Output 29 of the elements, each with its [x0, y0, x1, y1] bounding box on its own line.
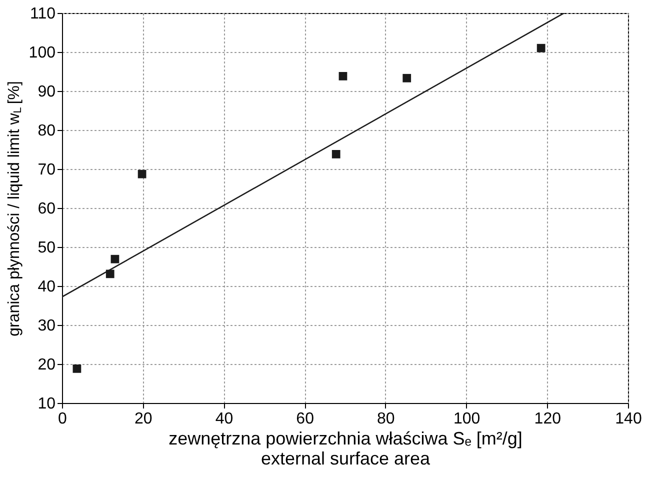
- point: [332, 150, 340, 158]
- y-tick-label: 40: [38, 278, 56, 296]
- point: [338, 72, 348, 80]
- point: [110, 254, 120, 264]
- y-tick-label: 110: [30, 6, 56, 22]
- point: [402, 74, 412, 82]
- x-tick-label: 140: [615, 410, 642, 428]
- y-tick-label: 100: [28, 44, 56, 62]
- x-tick-label: 20: [134, 410, 152, 428]
- y-tick-label: 30: [38, 318, 56, 334]
- y-tick-label: 20: [38, 356, 56, 374]
- x-tick-label: 120: [534, 410, 562, 428]
- point: [106, 270, 114, 278]
- y-tick-label: 10: [38, 396, 56, 412]
- x-tick-label: 0: [58, 410, 68, 428]
- x-tick-label: 100: [453, 410, 480, 428]
- y-tick-label: 90: [38, 84, 56, 100]
- y-tick-label: 60: [38, 200, 56, 218]
- x-tick-label: 80: [377, 410, 395, 428]
- point: [138, 170, 146, 178]
- x-tick-label: 60: [296, 410, 314, 428]
- y-tick-label: 80: [38, 122, 56, 140]
- y-tick-label: 70: [38, 162, 56, 178]
- point: [536, 44, 546, 52]
- point: [72, 364, 82, 373]
- x-axis-title: zewnętrzna powierzchnia właściwa Sₑ [m²/g] external surface area: [168, 428, 522, 468]
- y-tick-label: 50: [38, 240, 56, 256]
- y-axis-title: granica płynności / liquid limit wL [%]: [6, 81, 24, 336]
- x-tick-label: 40: [215, 410, 234, 428]
